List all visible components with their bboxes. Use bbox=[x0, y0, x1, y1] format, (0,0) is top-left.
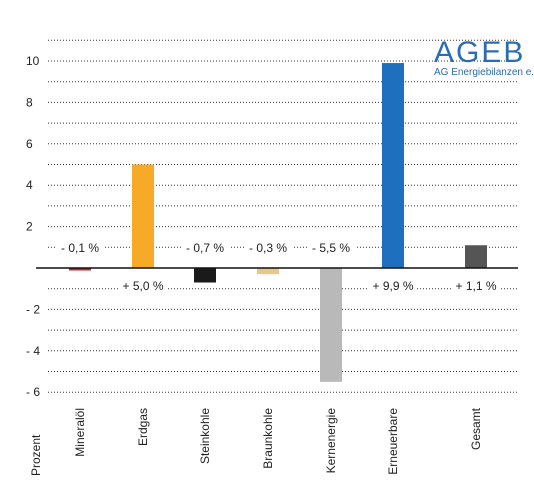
category-label: Kernenergie bbox=[324, 408, 338, 474]
y-tick-label: - 2 bbox=[26, 302, 40, 316]
y-axis-label: Prozent bbox=[29, 434, 43, 476]
logo-name: AGEB bbox=[434, 36, 525, 69]
data-label-background bbox=[181, 241, 229, 255]
data-label-background bbox=[369, 279, 417, 293]
y-tick-label: 10 bbox=[26, 54, 40, 68]
data-label: - 0,7 % bbox=[186, 241, 224, 255]
y-tick-label: 2 bbox=[26, 220, 33, 234]
bar bbox=[382, 63, 404, 268]
bar bbox=[194, 268, 216, 283]
data-label-background bbox=[119, 279, 167, 293]
data-label: + 9,9 % bbox=[372, 279, 413, 293]
data-label: + 5,0 % bbox=[122, 279, 163, 293]
data-labels: - 0,1 % + 5,0 % - 0,7 % - 0,3 % - 5,5 % + 9,9… bbox=[56, 241, 500, 293]
bar bbox=[69, 268, 91, 271]
data-label-background bbox=[307, 241, 355, 255]
category-label: Steinkohle bbox=[198, 408, 212, 464]
y-tick-label: 4 bbox=[26, 178, 33, 192]
bar bbox=[132, 164, 154, 268]
category-label: Erdgas bbox=[136, 408, 150, 446]
y-tick-label: - 4 bbox=[26, 344, 40, 358]
bar bbox=[257, 268, 279, 275]
data-label-background bbox=[244, 241, 292, 255]
category-label: Braunkohle bbox=[261, 408, 275, 469]
category-label: Mineralöl bbox=[73, 408, 87, 457]
y-tick-label: - 6 bbox=[26, 385, 40, 399]
bars bbox=[69, 63, 487, 382]
data-label: + 1,1 % bbox=[455, 279, 496, 293]
logo-subtitle: AG Energiebilanzen e.V. bbox=[434, 67, 534, 78]
bar bbox=[320, 268, 342, 382]
data-label-background bbox=[452, 279, 500, 293]
y-tick-label: 8 bbox=[26, 95, 33, 109]
y-tick-label: 6 bbox=[26, 137, 33, 151]
bar bbox=[465, 245, 487, 268]
y-tick-labels: 10 8 6 4 2 - 2 - 4 - 6 bbox=[26, 54, 40, 399]
gridlines bbox=[48, 39, 518, 393]
category-labels: Mineralöl Erdgas Steinkohle Braunkohle Kerne… bbox=[73, 407, 483, 474]
ageb-logo: AGEB AG Energiebilanzen e.V. bbox=[434, 36, 534, 78]
data-label: - 0,3 % bbox=[249, 241, 287, 255]
data-label: - 5,5 % bbox=[312, 241, 350, 255]
category-label: Gesamt bbox=[469, 407, 483, 450]
data-label-background bbox=[56, 241, 104, 255]
category-label: Erneuerbare bbox=[386, 408, 400, 475]
data-label: - 0,1 % bbox=[61, 241, 99, 255]
